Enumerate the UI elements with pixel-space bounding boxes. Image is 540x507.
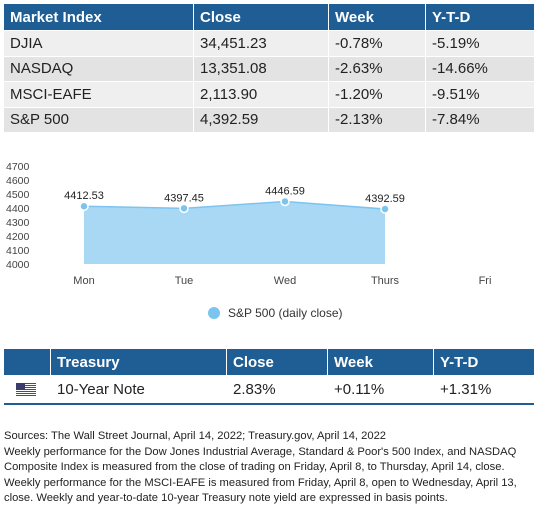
x-tick-label: Tue <box>175 275 194 287</box>
index-week: -2.63% <box>329 56 426 81</box>
data-label: 4392.59 <box>365 193 405 205</box>
sources-text: Sources: The Wall Street Journal, April … <box>4 430 387 442</box>
header-market-index: Market Index <box>4 4 194 30</box>
y-tick-label: 4300 <box>6 217 30 229</box>
data-point <box>280 196 290 207</box>
y-tick-label: 4100 <box>6 245 30 257</box>
index-close: 13,351.08 <box>194 56 329 81</box>
table-row: DJIA 34,451.23 -0.78% -5.19% <box>4 30 534 56</box>
y-tick-label: 4000 <box>6 259 30 271</box>
index-name: DJIA <box>4 31 194 56</box>
us-flag-icon <box>16 382 36 396</box>
x-tick-label: Fri <box>479 275 492 287</box>
header-treasury: Treasury <box>51 349 227 375</box>
market-index-table: Market Index Close Week Y-T-D DJIA 34,45… <box>4 4 534 132</box>
index-close: 4,392.59 <box>194 107 329 132</box>
index-week: -0.78% <box>329 31 426 56</box>
treasury-close: 2.83% <box>233 380 276 398</box>
series-line <box>83 200 386 210</box>
header-ytd: Y-T-D <box>432 8 471 26</box>
index-name: NASDAQ <box>4 56 194 81</box>
header-week: Week <box>328 349 434 375</box>
index-close: 34,451.23 <box>194 31 329 56</box>
index-ytd: -5.19% <box>432 34 480 52</box>
data-label: 4397.45 <box>164 192 204 204</box>
methodology-text: Weekly performance for the Dow Jones Ind… <box>4 445 517 505</box>
index-ytd: -9.51% <box>432 85 480 103</box>
y-tick-label: 4400 <box>6 203 30 215</box>
flag-cell <box>4 375 51 403</box>
legend-label: S&P 500 (daily close) <box>228 306 343 320</box>
header-close: Close <box>227 349 328 375</box>
treasury-name: 10-Year Note <box>57 380 145 398</box>
market-table-body: DJIA 34,451.23 -0.78% -5.19% NASDAQ 13,3… <box>4 30 534 132</box>
y-tick-label: 4500 <box>6 189 30 201</box>
table-row: S&P 500 4,392.59 -2.13% -7.84% <box>4 106 534 132</box>
footnotes: Sources: The Wall Street Journal, April … <box>4 429 536 507</box>
data-label: 4412.53 <box>64 190 104 202</box>
chart-legend[interactable]: S&P 500 (daily close) <box>208 306 343 320</box>
data-point <box>79 201 89 211</box>
index-name: S&P 500 <box>4 107 194 132</box>
data-point <box>380 204 390 214</box>
header-close: Close <box>194 4 329 30</box>
x-tick-label: Wed <box>274 275 296 287</box>
y-tick-label: 4700 <box>6 161 30 173</box>
table-row: MSCI-EAFE 2,113.90 -1.20% -9.51% <box>4 81 534 107</box>
header-ytd: Y-T-D <box>440 353 479 371</box>
index-name: MSCI-EAFE <box>4 82 194 107</box>
data-point <box>179 203 189 214</box>
table-row: 10-Year Note 2.83% +0.11% +1.31% <box>4 375 534 405</box>
index-close: 2,113.90 <box>194 82 329 107</box>
index-week: -1.20% <box>329 82 426 107</box>
sp500-area-chart: 4700 4600 4500 4400 4300 4200 4100 4000 4412.53 4… <box>6 161 492 287</box>
header-week: Week <box>329 4 426 30</box>
treasury-ytd: +1.31% <box>440 380 492 398</box>
index-week: -2.13% <box>329 107 426 132</box>
header-spacer <box>4 349 51 375</box>
market-table-header: Market Index Close Week Y-T-D <box>4 4 534 30</box>
legend-swatch <box>208 307 220 319</box>
data-label: 4446.59 <box>265 185 305 197</box>
table-row: NASDAQ 13,351.08 -2.63% -14.66% <box>4 55 534 81</box>
treasury-table-header: Treasury Close Week Y-T-D <box>4 349 534 375</box>
treasury-week: +0.11% <box>334 380 385 398</box>
index-ytd: -7.84% <box>432 111 480 129</box>
series-area <box>84 201 385 264</box>
x-tick-label: Thurs <box>371 275 400 287</box>
index-ytd: -14.66% <box>432 60 488 78</box>
y-tick-label: 4600 <box>6 175 30 187</box>
y-tick-label: 4200 <box>6 231 30 243</box>
x-tick-label: Mon <box>73 275 94 287</box>
